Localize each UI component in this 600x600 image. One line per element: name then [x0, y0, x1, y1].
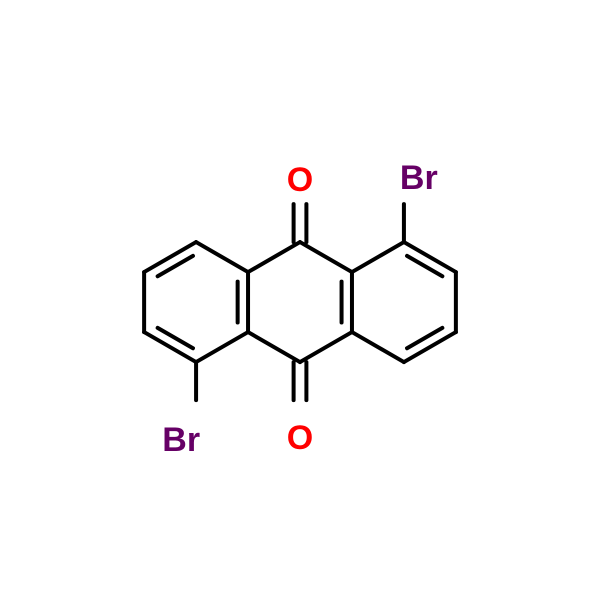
- molecule-diagram: O O Br Br: [0, 0, 600, 600]
- bond-line: [300, 332, 352, 362]
- bromine-label: Br: [162, 421, 200, 459]
- oxygen-label: O: [287, 161, 313, 199]
- bond-line: [352, 242, 404, 272]
- bond-line: [196, 242, 248, 272]
- bond-line: [196, 332, 248, 362]
- bond-line: [248, 332, 300, 362]
- bond-line: [300, 242, 352, 272]
- bond-line: [352, 332, 404, 362]
- bond-line: [248, 242, 300, 272]
- bromine-label: Br: [400, 159, 438, 197]
- oxygen-label: O: [287, 419, 313, 457]
